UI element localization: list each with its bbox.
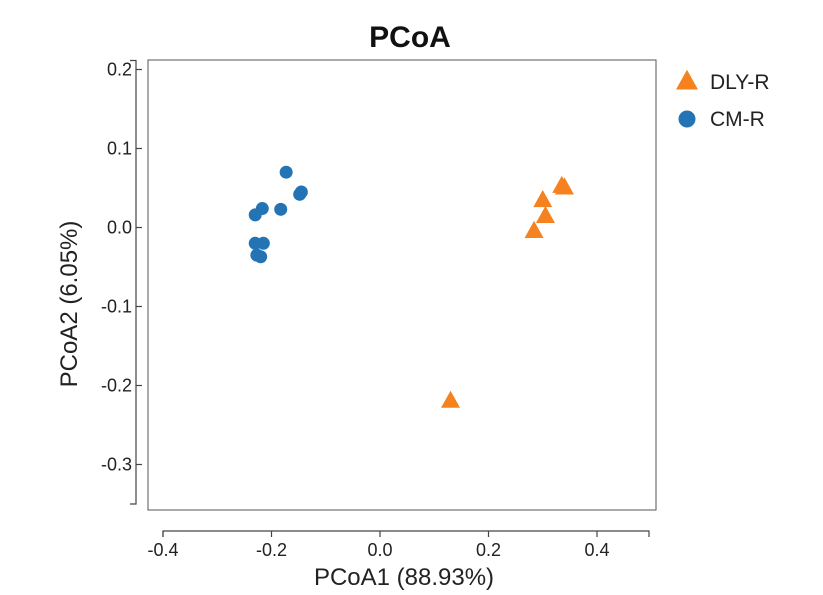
- point-cm-r: [256, 236, 270, 250]
- y-axis: 0.2 0.1 0.0 -0.1 -0.2 -0.3: [101, 60, 142, 505]
- point-dly-r: [441, 390, 461, 408]
- y-tick-label: -0.3: [101, 455, 132, 475]
- y-tick-label: 0.2: [107, 60, 132, 80]
- legend-label-dly-r: DLY-R: [710, 71, 770, 94]
- point-dly-r: [535, 205, 555, 223]
- y-tick-label: -0.2: [101, 376, 132, 396]
- point-dly-r: [524, 220, 544, 238]
- point-cm-r: [293, 187, 307, 201]
- data-points: [248, 165, 574, 408]
- x-tick-label: -0.2: [256, 540, 287, 560]
- legend-marker-cm-r: [678, 110, 696, 128]
- plot-frame: [147, 59, 657, 511]
- y-tick-label: 0.1: [107, 139, 132, 159]
- x-tick-label: -0.4: [147, 540, 178, 560]
- x-tick-label: 0.0: [367, 540, 392, 560]
- chart-title: PCoA: [369, 21, 451, 54]
- point-cm-r: [279, 165, 293, 179]
- legend: DLY-R CM-R: [676, 69, 770, 131]
- legend-marker-dly-r: [676, 69, 698, 90]
- x-axis-label: PCoA1 (88.93%): [314, 564, 494, 591]
- y-axis-line: [130, 59, 137, 505]
- legend-label-cm-r: CM-R: [710, 108, 765, 131]
- point-cm-r: [254, 250, 268, 264]
- point-cm-r: [248, 208, 262, 222]
- point-dly-r: [554, 177, 574, 195]
- x-tick-label: 0.2: [476, 540, 501, 560]
- y-tick-label: -0.1: [101, 297, 132, 317]
- point-dly-r: [533, 190, 553, 208]
- point-cm-r: [274, 202, 288, 216]
- x-axis-line: [162, 530, 650, 537]
- x-axis: -0.4 -0.2 0.0 0.2 0.4: [147, 530, 650, 560]
- y-tick-label: 0.0: [107, 218, 132, 238]
- y-axis-label: PCoA2 (6.05%): [56, 221, 83, 388]
- x-tick-label: 0.4: [584, 540, 609, 560]
